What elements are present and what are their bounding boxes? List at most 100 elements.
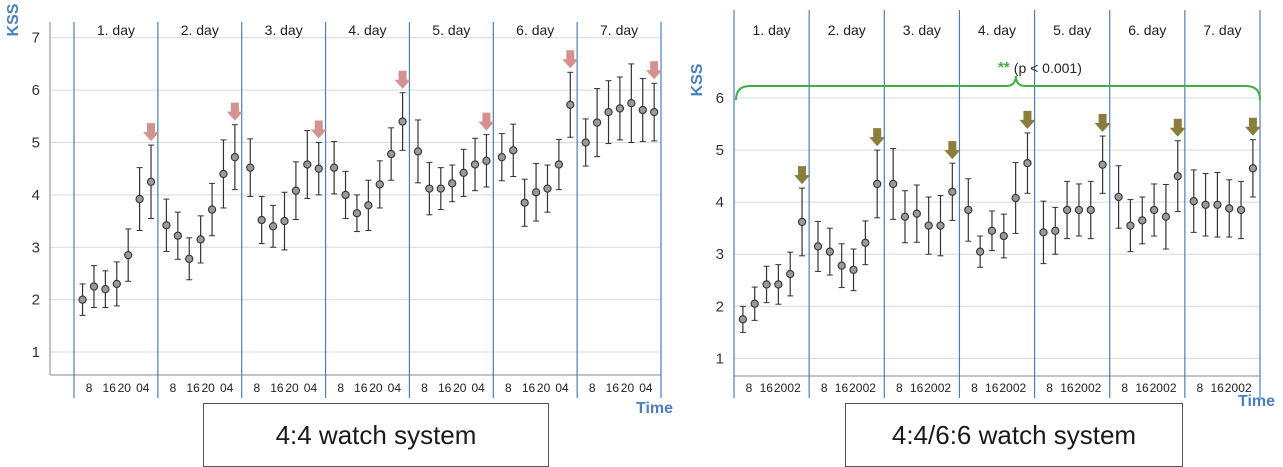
data-point <box>592 118 602 127</box>
x-tick-label: 20 <box>1225 381 1239 395</box>
x-tick-label: 20 <box>849 381 863 395</box>
data-point <box>774 280 783 289</box>
data-point <box>1248 164 1258 173</box>
data-point <box>948 187 957 196</box>
y-tick-label: 2 <box>32 292 40 309</box>
data-point <box>1074 205 1084 215</box>
x-tick-label: 16 <box>1135 381 1149 395</box>
data-point <box>459 168 468 178</box>
data-point <box>448 179 457 188</box>
y-tick-label: 3 <box>716 246 724 263</box>
x-tick-label: 16 <box>1210 381 1224 395</box>
day-label: 1. day <box>753 22 791 38</box>
x-tick-label: 8 <box>1046 381 1053 395</box>
y-axis-label: KSS <box>689 63 706 96</box>
x-tick-label: 20 <box>621 381 635 395</box>
data-point <box>280 216 289 226</box>
arrow-marker <box>143 123 160 142</box>
data-point <box>912 209 921 218</box>
significance-bracket <box>735 75 1261 101</box>
data-point <box>797 217 807 227</box>
x-tick-label: 8 <box>821 381 828 395</box>
caption-4-4-6-6: 4:4/6:6 watch system <box>845 403 1183 467</box>
data-point <box>291 186 301 195</box>
data-point <box>1023 158 1032 168</box>
x-tick-label: 20 <box>285 381 299 395</box>
x-tick-label: 04 <box>555 381 569 395</box>
x-tick-label: 16 <box>1060 381 1074 395</box>
caption-4-4: 4:4 watch system <box>203 403 549 467</box>
data-point <box>964 205 973 215</box>
y-tick-label: 5 <box>716 142 724 159</box>
x-tick-label: 04 <box>639 381 653 395</box>
x-tick-label: 04 <box>304 381 318 395</box>
data-point <box>1225 204 1234 213</box>
chart-panel-4-4-6-6: 1 2 3 4 5 6 KSS Time 1. day 2. day 3. day 4. day 5. … <box>689 0 1283 467</box>
arrow-marker <box>310 120 327 139</box>
arrow-marker <box>794 166 811 185</box>
x-tick-label: 16 <box>103 381 117 395</box>
x-tick-label: 20 <box>999 381 1013 395</box>
data-point <box>987 226 997 235</box>
x-tick-label: 16 <box>760 381 774 395</box>
data-point <box>482 156 491 165</box>
data-point <box>1138 216 1147 225</box>
x-tick-label: 16 <box>354 381 368 395</box>
x-tick-label: 04 <box>388 381 402 395</box>
day-label: 1. day <box>97 22 135 38</box>
x-tick-label: 8 <box>589 381 596 395</box>
data-point <box>566 100 575 109</box>
data-point <box>581 138 590 147</box>
y-tick-label: 1 <box>32 344 40 361</box>
x-tick-label: 20 <box>774 381 788 395</box>
data-point <box>520 198 529 207</box>
data-point <box>900 212 910 221</box>
arrow-marker <box>478 112 495 131</box>
x-tick-label: 20 <box>537 381 551 395</box>
day-label: 7. day <box>600 22 638 38</box>
y-tick-label: 5 <box>32 134 40 151</box>
data-point <box>1086 205 1095 215</box>
x-tick-label: 16 <box>438 381 452 395</box>
x-tick-label: 20 <box>118 381 132 395</box>
y-tick-label: 6 <box>32 82 40 99</box>
data-point <box>650 107 659 117</box>
data-point <box>1114 192 1123 202</box>
x-tick-label: 16 <box>910 381 924 395</box>
data-point <box>825 247 835 256</box>
data-point <box>375 180 384 189</box>
data-point <box>1161 212 1171 221</box>
day-label: 4. day <box>978 22 1016 38</box>
data-point <box>975 247 985 256</box>
x-tick-label: 20 <box>201 381 215 395</box>
x-tick-label: 8 <box>1197 381 1204 395</box>
data-point <box>837 261 846 270</box>
data-point <box>230 153 240 162</box>
x-tick-label: 8 <box>971 381 978 395</box>
arrow-marker <box>1019 110 1036 129</box>
x-tick-label: 8 <box>1121 381 1128 395</box>
day-label: 3. day <box>265 22 303 38</box>
data-point <box>1011 193 1020 203</box>
day-label: 6. day <box>1128 22 1166 38</box>
x-tick-label: 8 <box>170 381 177 395</box>
x-tick-label: 04 <box>472 381 486 395</box>
significance-pvalue: (p < 0.001) <box>1014 60 1082 76</box>
data-point <box>1051 226 1060 235</box>
y-tick-label: 3 <box>32 239 40 256</box>
data-point <box>509 146 518 155</box>
y-tick-label: 2 <box>716 298 724 315</box>
day-label: 5. day <box>1053 22 1091 38</box>
data-point <box>543 184 552 193</box>
data-point <box>861 238 870 247</box>
x-tick-label: 20 <box>924 381 938 395</box>
arrow-marker <box>562 50 579 69</box>
data-point <box>89 282 99 291</box>
x-tick-label: 02 <box>787 381 801 395</box>
x-tick-label: 8 <box>421 381 428 395</box>
day-label: 6. day <box>516 22 554 38</box>
data-point <box>425 184 434 193</box>
data-point <box>936 221 945 230</box>
data-point <box>303 160 312 169</box>
data-point <box>1173 171 1182 181</box>
